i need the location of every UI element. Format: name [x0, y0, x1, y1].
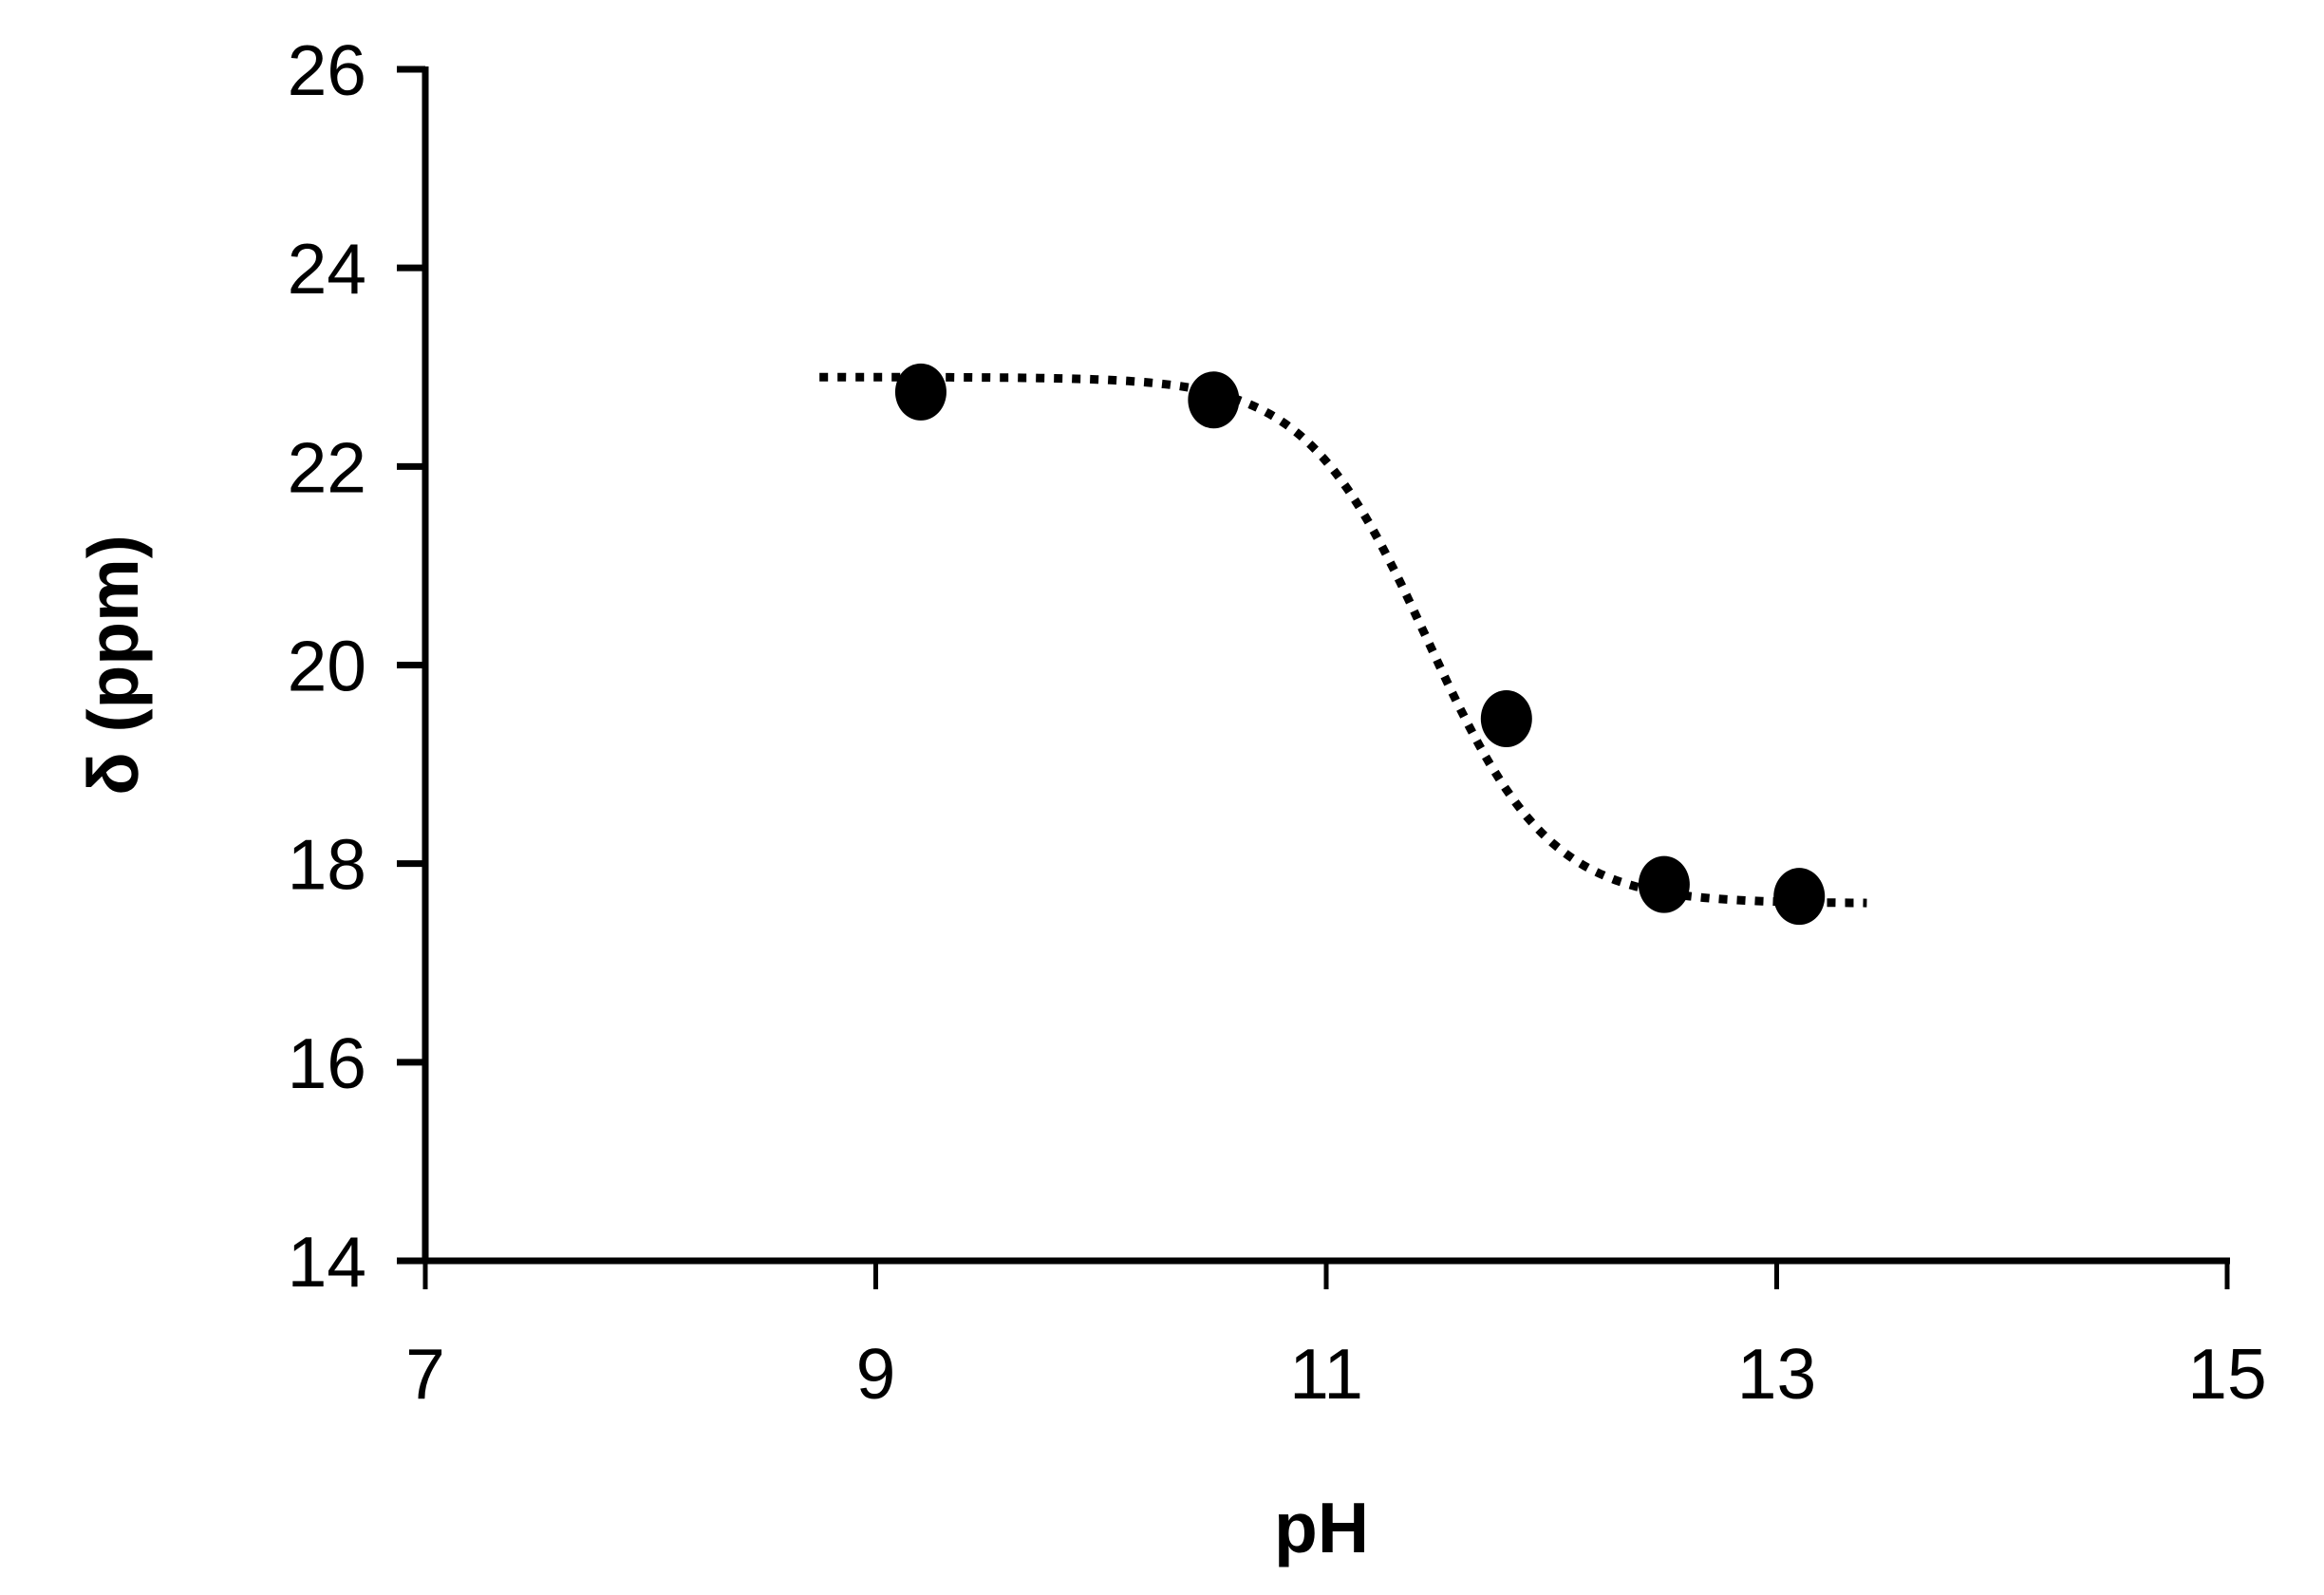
y-tick-label: 20 [288, 627, 366, 706]
data-point [1480, 689, 1532, 747]
x-tick-label: 13 [1737, 1334, 1816, 1414]
x-tick-label: 7 [405, 1334, 445, 1414]
data-point [1638, 855, 1690, 913]
y-tick-label: 26 [288, 30, 366, 110]
data-point [1188, 371, 1240, 429]
data-points [894, 363, 1826, 926]
y-tick-label: 14 [288, 1222, 366, 1302]
data-point [1773, 868, 1826, 926]
y-axis-title: δ (ppm) [73, 535, 153, 796]
data-point [894, 363, 946, 421]
y-tick-label: 24 [288, 229, 366, 309]
x-tick-label: 11 [1289, 1334, 1363, 1414]
x-tick-label: 15 [2187, 1334, 2266, 1414]
y-tick-label: 18 [288, 825, 366, 905]
x-axis-ticks: 7 9 11 13 15 [405, 1261, 2267, 1414]
y-tick-label: 16 [288, 1023, 366, 1103]
x-tick-label: 9 [856, 1334, 896, 1414]
x-axis-title: pH [1274, 1488, 1369, 1567]
y-axis-ticks: 14 16 18 20 22 24 26 [288, 30, 425, 1302]
fit-curve [819, 372, 1867, 908]
y-tick-label: 22 [288, 427, 366, 507]
